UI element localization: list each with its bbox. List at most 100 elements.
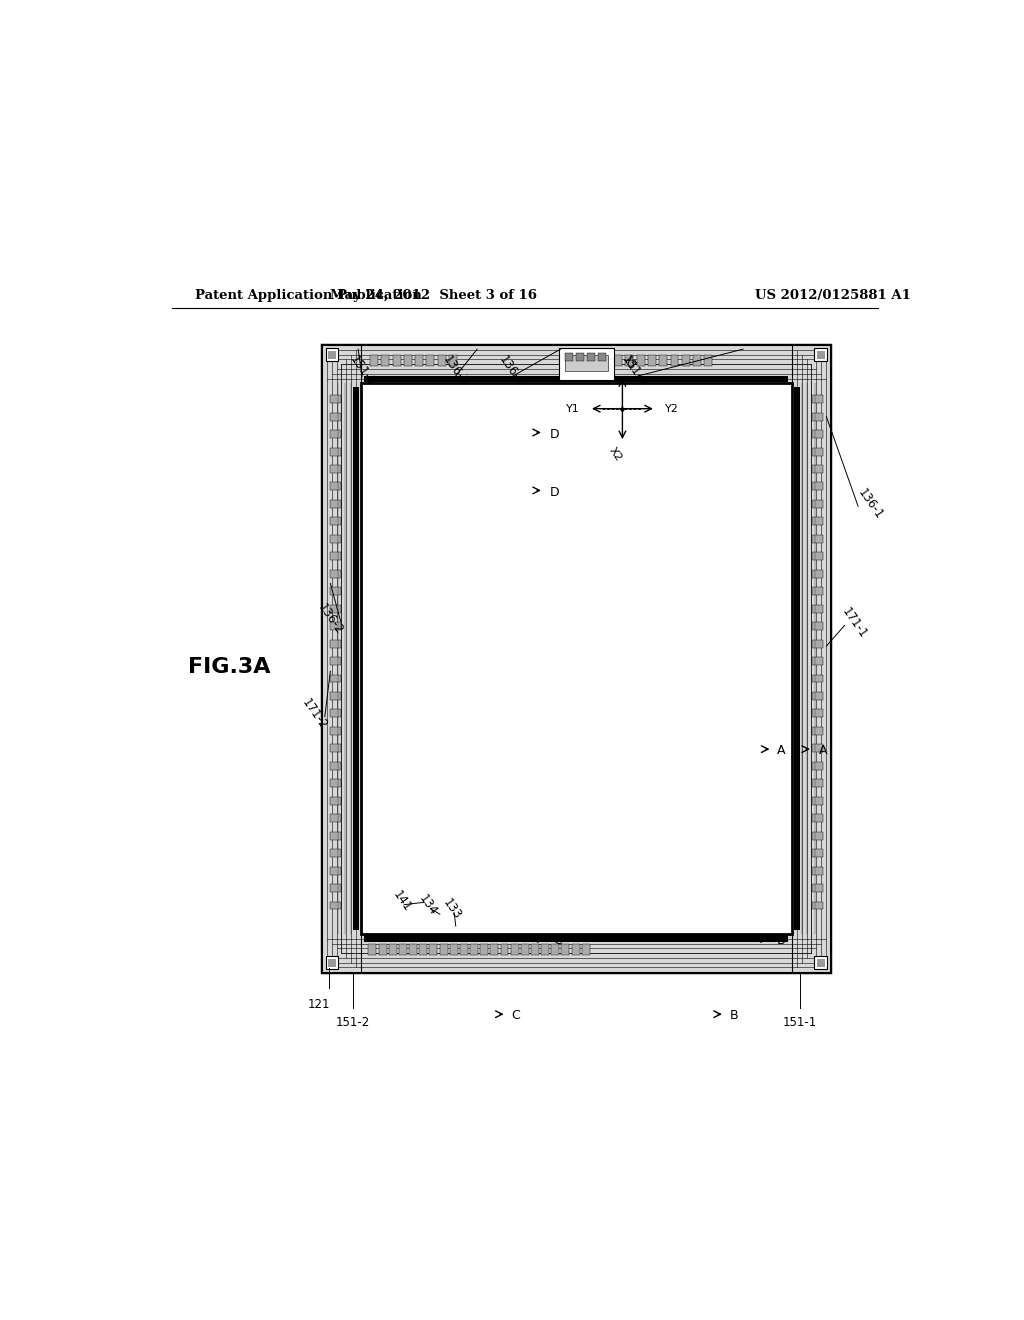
Bar bbox=[814, 348, 827, 362]
Bar bbox=[323, 346, 360, 972]
Bar bbox=[812, 622, 822, 630]
Bar bbox=[470, 944, 478, 954]
Bar bbox=[565, 354, 572, 362]
Bar bbox=[587, 354, 595, 362]
Bar bbox=[793, 346, 830, 972]
Bar bbox=[328, 351, 336, 359]
Bar bbox=[812, 849, 822, 857]
Bar bbox=[541, 944, 549, 954]
Bar bbox=[353, 387, 359, 931]
Bar bbox=[812, 884, 822, 892]
Text: 151-4: 151-4 bbox=[620, 354, 649, 389]
Text: D: D bbox=[550, 429, 560, 441]
Text: 136-4: 136-4 bbox=[497, 354, 526, 389]
Bar bbox=[326, 348, 338, 362]
Bar bbox=[330, 640, 341, 648]
Bar bbox=[365, 936, 788, 941]
Text: May 24, 2012  Sheet 3 of 16: May 24, 2012 Sheet 3 of 16 bbox=[330, 289, 537, 302]
Bar bbox=[817, 958, 824, 966]
Bar bbox=[812, 779, 822, 787]
Bar bbox=[571, 944, 580, 954]
Bar bbox=[812, 430, 822, 438]
Bar bbox=[812, 587, 822, 595]
Bar bbox=[626, 355, 634, 366]
Bar bbox=[330, 727, 341, 735]
Text: A: A bbox=[777, 744, 785, 758]
Text: C: C bbox=[553, 933, 562, 946]
Bar bbox=[330, 622, 341, 630]
Bar bbox=[480, 944, 488, 954]
Text: 134: 134 bbox=[416, 892, 439, 917]
Bar bbox=[812, 465, 822, 473]
Text: FIG.3A: FIG.3A bbox=[187, 656, 270, 677]
Bar bbox=[330, 849, 341, 857]
Bar bbox=[369, 944, 377, 954]
Bar bbox=[330, 587, 341, 595]
Bar bbox=[323, 935, 830, 972]
Bar bbox=[812, 744, 822, 752]
Bar bbox=[379, 944, 386, 954]
Bar bbox=[426, 355, 434, 366]
Bar bbox=[551, 944, 559, 954]
Bar bbox=[614, 355, 623, 366]
Text: B: B bbox=[776, 933, 785, 946]
Text: X2: X2 bbox=[607, 445, 624, 463]
Bar bbox=[330, 570, 341, 578]
Bar bbox=[460, 944, 468, 954]
Bar bbox=[389, 944, 396, 954]
Bar bbox=[399, 944, 407, 954]
Bar bbox=[812, 867, 822, 875]
Bar bbox=[682, 355, 690, 366]
Bar bbox=[659, 355, 668, 366]
Bar bbox=[330, 779, 341, 787]
Bar bbox=[598, 354, 606, 362]
Bar bbox=[437, 355, 445, 366]
Bar bbox=[330, 867, 341, 875]
Bar bbox=[603, 355, 611, 366]
Text: B: B bbox=[729, 1010, 738, 1022]
Bar bbox=[582, 944, 590, 954]
Bar bbox=[360, 383, 793, 935]
Bar bbox=[450, 944, 458, 954]
Bar bbox=[814, 956, 827, 969]
Bar bbox=[429, 944, 437, 954]
Bar bbox=[326, 956, 338, 969]
Bar bbox=[439, 944, 447, 954]
Text: 171-1: 171-1 bbox=[839, 605, 869, 640]
Bar bbox=[648, 355, 656, 366]
Text: 171-2: 171-2 bbox=[299, 697, 330, 733]
Bar bbox=[817, 351, 824, 359]
Bar bbox=[577, 354, 584, 362]
Bar bbox=[592, 355, 600, 366]
Bar bbox=[330, 430, 341, 438]
Text: 136-2: 136-2 bbox=[315, 601, 345, 636]
Bar bbox=[561, 944, 569, 954]
Bar bbox=[330, 413, 341, 421]
Text: 136-1: 136-1 bbox=[855, 486, 885, 521]
Bar bbox=[812, 657, 822, 665]
Bar bbox=[521, 944, 528, 954]
Bar bbox=[330, 884, 341, 892]
Text: US 2012/0125881 A1: US 2012/0125881 A1 bbox=[755, 289, 910, 302]
Bar bbox=[559, 348, 614, 380]
Bar bbox=[812, 832, 822, 840]
Bar bbox=[330, 535, 341, 543]
Bar bbox=[403, 355, 412, 366]
Bar bbox=[328, 958, 336, 966]
Bar bbox=[812, 727, 822, 735]
Bar bbox=[812, 570, 822, 578]
Text: 141: 141 bbox=[390, 888, 414, 913]
Bar bbox=[330, 692, 341, 700]
Bar bbox=[330, 657, 341, 665]
Bar bbox=[531, 944, 539, 954]
Bar bbox=[812, 517, 822, 525]
Bar bbox=[812, 552, 822, 560]
Bar bbox=[637, 355, 645, 366]
Bar bbox=[365, 376, 788, 381]
Bar bbox=[705, 355, 713, 366]
Bar bbox=[812, 535, 822, 543]
Bar bbox=[511, 944, 518, 954]
Bar bbox=[501, 944, 509, 954]
Bar bbox=[410, 944, 417, 954]
Bar bbox=[323, 346, 830, 383]
